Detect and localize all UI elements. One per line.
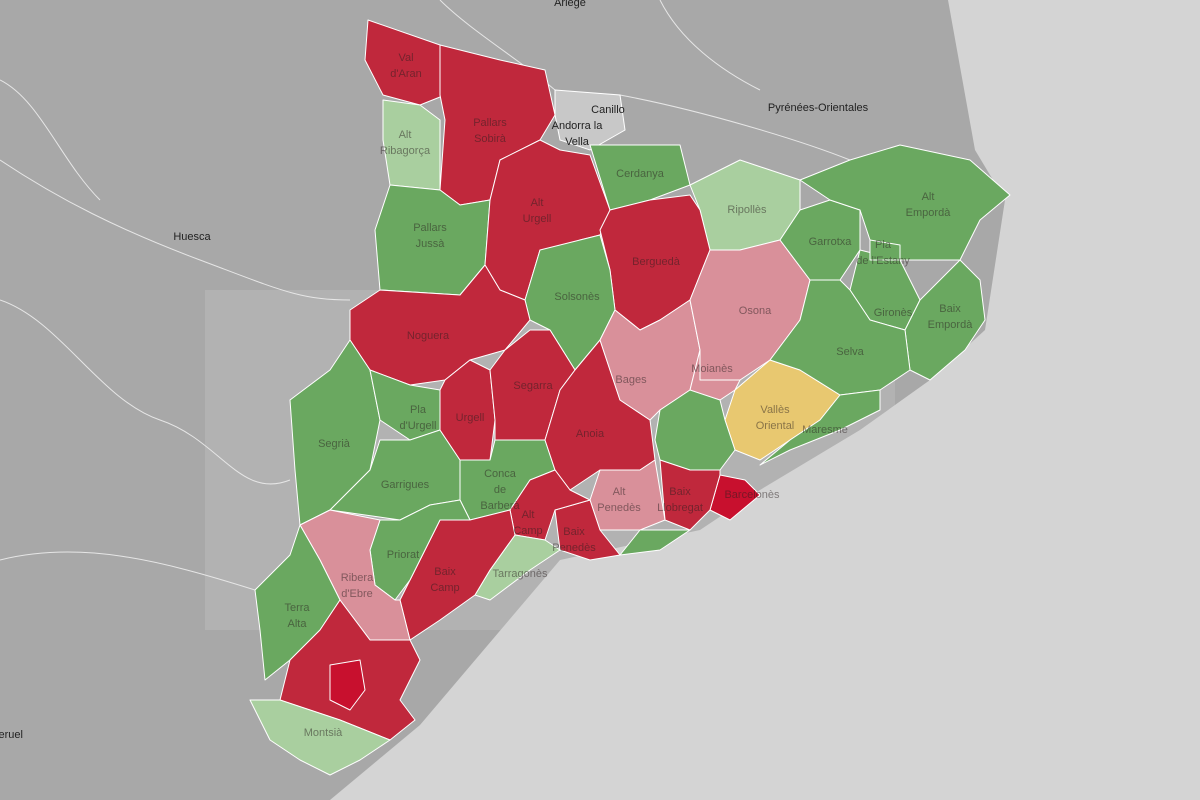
- region-label: Alt: [399, 129, 412, 141]
- region-label: Urgell: [523, 213, 552, 225]
- region-label: Garrotxa: [809, 236, 853, 248]
- region-label: Baix: [563, 526, 585, 538]
- region-label: Gironès: [874, 307, 913, 319]
- comarca: [799, 144, 1011, 261]
- region-label: Pla: [875, 239, 892, 251]
- region-label: de: [494, 484, 506, 496]
- region-label: Alt: [522, 509, 535, 521]
- comarca: [769, 279, 911, 396]
- region-label: Alt: [531, 197, 544, 209]
- region-label: d'Aran: [390, 68, 421, 80]
- region-label: Maresme: [802, 424, 848, 436]
- labels: Ariège Canillo Andorra la Vella Pyrénées-Ori…: [0, 0, 973, 741]
- region-label: Ribera: [341, 572, 374, 584]
- comarca: [659, 459, 721, 531]
- comarca: [759, 389, 881, 466]
- place-label: Huesca: [173, 231, 211, 243]
- region-label: Segarra: [513, 380, 553, 392]
- region-label: Bages: [615, 374, 647, 386]
- region-label: Segrià: [318, 438, 351, 450]
- region-label: Priorat: [387, 549, 419, 561]
- region-label: Camp: [513, 525, 542, 537]
- region-label: Baix: [939, 303, 961, 315]
- border: [0, 551, 256, 591]
- region-label: Moianès: [691, 363, 733, 375]
- region-label: Alta: [288, 618, 308, 630]
- region-label: Val: [398, 52, 413, 64]
- comarca: [654, 389, 736, 471]
- region-label: Sobirà: [474, 133, 507, 145]
- borders: [0, 0, 851, 591]
- region-label: d'Ebre: [341, 588, 372, 600]
- region-label: Montsià: [304, 727, 343, 739]
- region-label: Barberà: [480, 500, 520, 512]
- region-label: Oriental: [756, 420, 795, 432]
- region-label: Penedès: [552, 542, 596, 554]
- region-label: Penedès: [597, 502, 641, 514]
- region-label: Garrigues: [381, 479, 430, 491]
- region-label: d'Urgell: [400, 420, 437, 432]
- border: [0, 299, 291, 485]
- sea: [330, 0, 1200, 800]
- region-label: Osona: [739, 305, 772, 317]
- comarca: [474, 534, 561, 601]
- region-label: Alt: [922, 191, 935, 203]
- region-label: Empordà: [928, 319, 974, 331]
- border: [0, 159, 351, 301]
- comarca: [589, 144, 691, 211]
- region-label: Berguedà: [632, 256, 681, 268]
- comarca: [249, 699, 391, 776]
- comarques: [249, 19, 1011, 776]
- region-label: Cerdanya: [616, 168, 665, 180]
- region-label: Ribagorça: [380, 145, 431, 157]
- region-label: de l'Estany: [856, 255, 910, 267]
- region-label: Baix: [669, 486, 691, 498]
- region-label: Terra: [284, 602, 310, 614]
- region-label: Pla: [410, 404, 427, 416]
- region-label: Ripollès: [727, 204, 767, 216]
- place-label: Teruel: [0, 729, 23, 741]
- place-label: Vella: [565, 136, 590, 148]
- region-label: Baix: [434, 566, 456, 578]
- region-label: Vallès: [760, 404, 790, 416]
- region-label: Anoia: [576, 428, 605, 440]
- region-label: Barcelonès: [724, 489, 780, 501]
- comarca: [589, 459, 666, 531]
- region-label: Noguera: [407, 330, 450, 342]
- border: [0, 0, 761, 201]
- region-label: Selva: [836, 346, 864, 358]
- region-label: Llobregat: [657, 502, 703, 514]
- comarca: [329, 659, 366, 711]
- comarca: [869, 239, 901, 261]
- region-label: Alt: [613, 486, 626, 498]
- comarca: [289, 339, 381, 526]
- place-label: Pyrénées-Orientales: [768, 102, 869, 114]
- region-label: Conca: [484, 468, 517, 480]
- comarca: [619, 529, 691, 556]
- region-label: Pallars: [473, 117, 507, 129]
- region-label: Jussà: [416, 238, 446, 250]
- region-label: Empordà: [906, 207, 952, 219]
- region-label: Camp: [430, 582, 459, 594]
- region-label: Urgell: [456, 412, 485, 424]
- place-label: Canillo: [591, 104, 625, 116]
- place-label: Ariège: [554, 0, 586, 9]
- region-label: Solsonès: [554, 291, 600, 303]
- region-label: Pallars: [413, 222, 447, 234]
- place-label: Andorra la: [552, 120, 604, 132]
- region-label: Tarragonès: [492, 568, 548, 580]
